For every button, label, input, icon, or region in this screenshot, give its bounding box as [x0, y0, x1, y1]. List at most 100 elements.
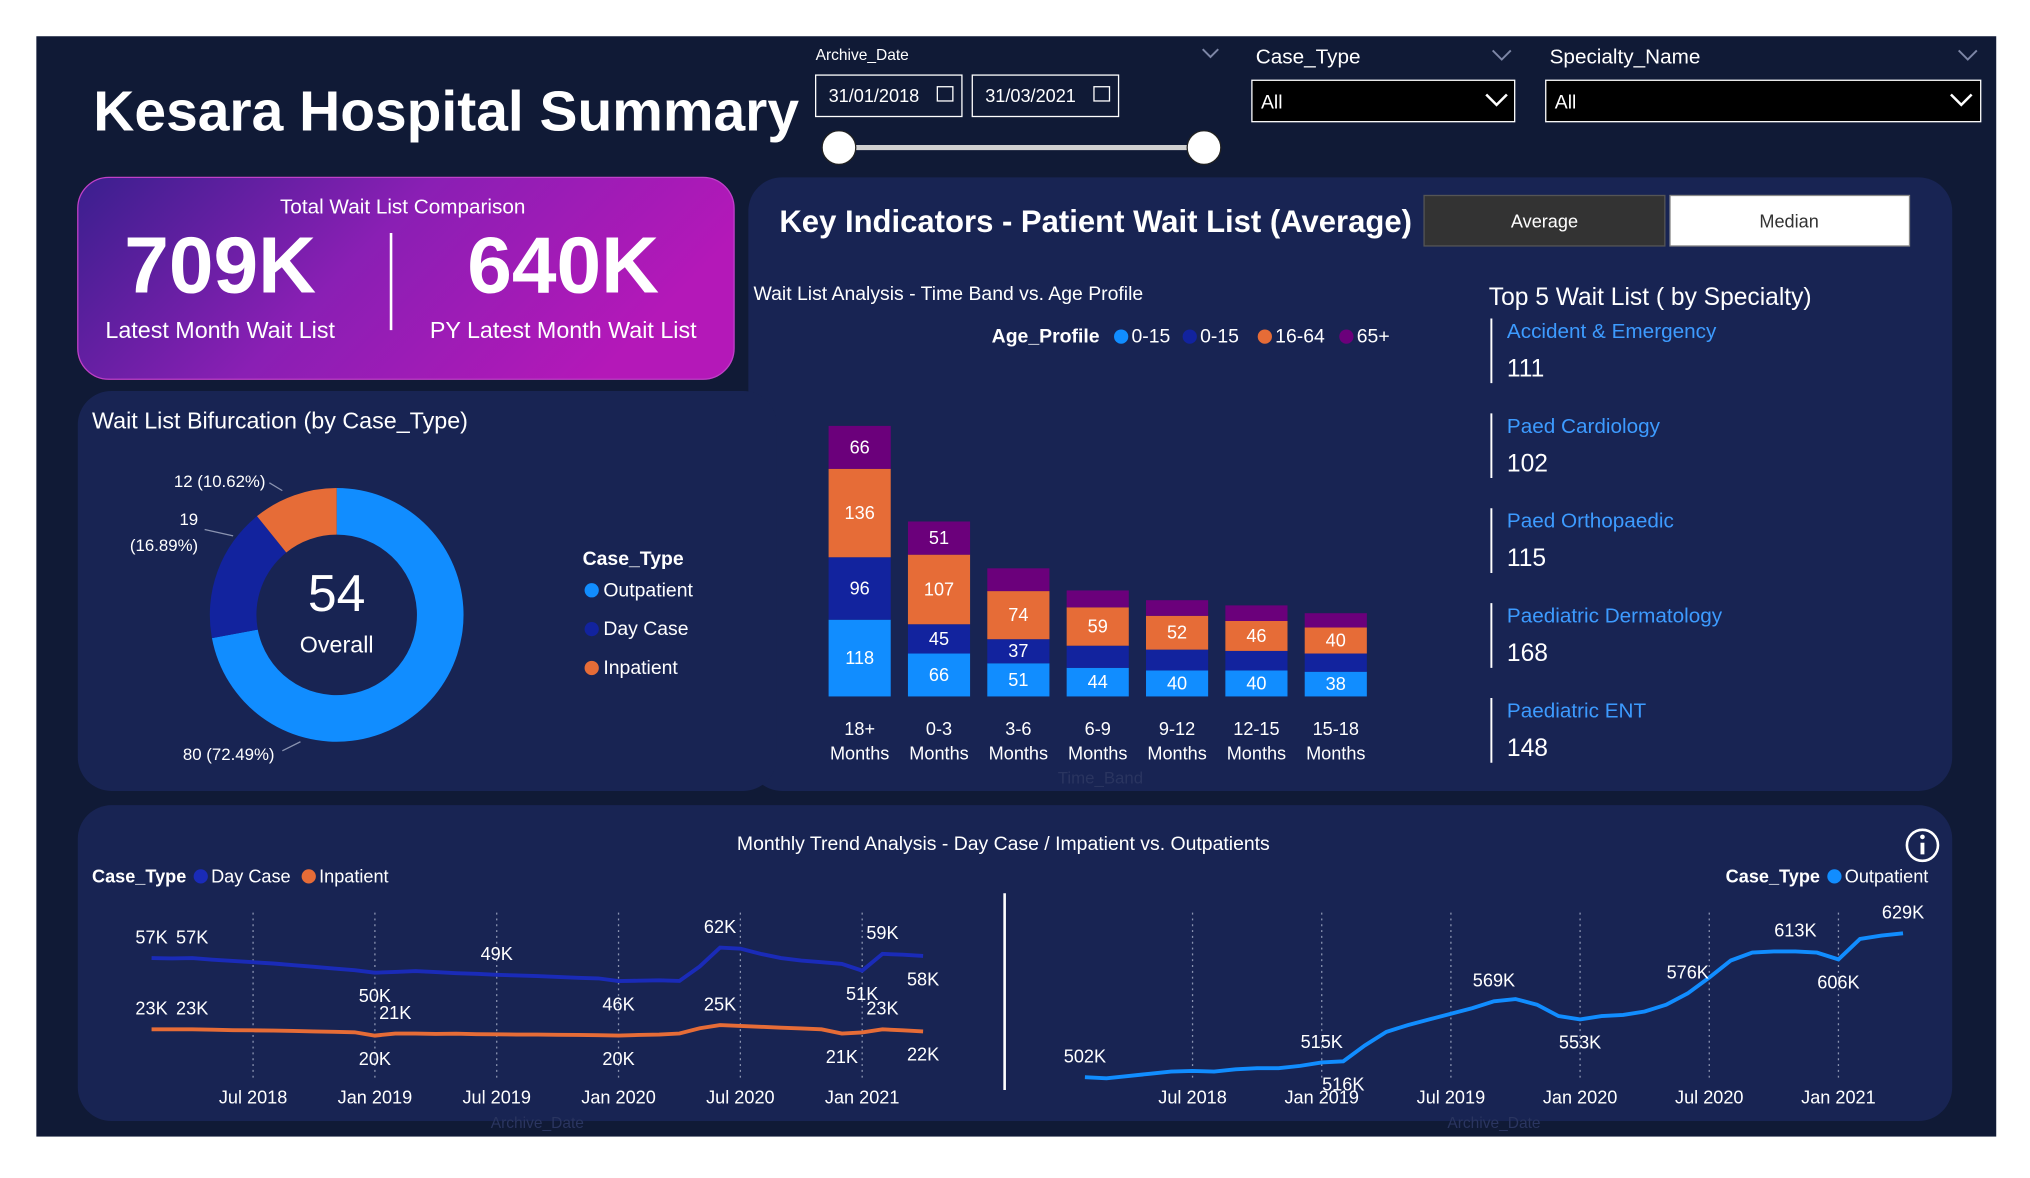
- bar-segment: [987, 568, 1050, 592]
- x-tick-label: Jan 2019: [338, 1088, 413, 1108]
- legend-label: 16-64: [1275, 326, 1325, 348]
- data-label: 23K: [135, 999, 167, 1019]
- x-tick-label: Jul 2020: [1675, 1088, 1743, 1108]
- kpi-label: Latest Month Wait List: [105, 317, 335, 343]
- chart-title: Wait List Analysis - Time Band vs. Age P…: [754, 283, 1144, 305]
- data-label: 58K: [907, 969, 939, 989]
- data-label: 20K: [602, 1049, 634, 1069]
- x-tick-label: Jan 2020: [581, 1088, 656, 1108]
- legend-label: 65+: [1357, 326, 1390, 348]
- chevron[interactable]: [1485, 93, 1508, 107]
- data-label: 59K: [866, 923, 898, 943]
- calendar-icon[interactable]: [936, 86, 954, 102]
- bar-segment: [987, 591, 1050, 640]
- dropdown-value[interactable]: All: [1261, 91, 1283, 113]
- x-tick-label: Jul 2019: [462, 1088, 530, 1108]
- legend-label: Outpatient: [603, 579, 693, 601]
- x-tick-label: 12-15 Months: [1227, 719, 1286, 764]
- trend-card: [77, 805, 1953, 1122]
- toggle-button[interactable]: [1669, 194, 1911, 247]
- x-tick-label: Jul 2020: [706, 1088, 774, 1108]
- data-label: 74: [1008, 605, 1028, 625]
- bar-segment: [1304, 613, 1367, 628]
- legend-marker: [584, 583, 599, 598]
- data-label: 569K: [1473, 971, 1515, 991]
- legend-title: Case_Type: [92, 866, 186, 886]
- legend-label: Inpatient: [603, 657, 678, 679]
- key-indicators-card: [748, 177, 1953, 791]
- bar-segment: [1304, 653, 1367, 672]
- data-label: 80 (72.49%): [183, 745, 275, 764]
- date-input[interactable]: [971, 74, 1120, 118]
- info-icon[interactable]: [1905, 828, 1940, 863]
- calendar-icon[interactable]: [1093, 86, 1111, 102]
- chevron[interactable]: [1958, 49, 1978, 61]
- toggle-label[interactable]: Median: [1759, 211, 1818, 231]
- dropdown-value[interactable]: All: [1555, 91, 1577, 113]
- filter-label: Specialty_Name: [1550, 45, 1701, 68]
- leader-line: [269, 482, 283, 492]
- legend-marker: [1114, 329, 1129, 344]
- bar-segment: [1066, 590, 1129, 608]
- x-tick-label: Jul 2018: [1158, 1088, 1226, 1108]
- donut-slice: [209, 516, 287, 639]
- kpi-value: 709K: [124, 220, 316, 310]
- specialty-value: 148: [1507, 735, 1548, 762]
- section-title: Key Indicators - Patient Wait List (Aver…: [779, 204, 1412, 239]
- specialty-value: 111: [1507, 355, 1544, 382]
- toggle-label[interactable]: Average: [1511, 211, 1578, 231]
- legend-label: 0-15: [1200, 326, 1239, 348]
- bar-segment: [1146, 600, 1209, 616]
- data-label: 57K: [176, 927, 208, 947]
- bar-segment: [1225, 650, 1288, 671]
- legend-marker: [584, 622, 599, 637]
- specialty-name: Accident & Emergency: [1507, 320, 1717, 343]
- data-label: 46K: [602, 994, 634, 1014]
- info-icon-bar[interactable]: [1920, 842, 1925, 855]
- x-tick-label: Jan 2019: [1284, 1088, 1359, 1108]
- x-tick-label: Jan 2021: [825, 1088, 900, 1108]
- legend-label: Outpatient: [1845, 866, 1929, 886]
- data-label: 66: [929, 665, 949, 685]
- date-start[interactable]: 31/01/2018: [829, 86, 920, 106]
- data-label: 107: [924, 579, 954, 599]
- data-label: 37: [1008, 641, 1028, 661]
- x-tick-label: 9-12 Months: [1147, 719, 1206, 764]
- data-label: 38: [1326, 674, 1346, 694]
- x-axis-title: Archive_Date: [1447, 1115, 1540, 1132]
- legend-marker: [1827, 869, 1842, 884]
- x-tick-label: 18+ Months: [830, 719, 889, 764]
- bar-segment: [907, 521, 971, 555]
- data-label: 45: [929, 629, 949, 649]
- line-series: [151, 1023, 924, 1038]
- data-label: 515K: [1301, 1032, 1343, 1052]
- dropdown[interactable]: [1545, 79, 1982, 123]
- donut-slice: [256, 488, 337, 553]
- info-icon-dot[interactable]: [1920, 834, 1925, 840]
- chevron[interactable]: [1202, 48, 1219, 59]
- data-label: 50K: [359, 986, 391, 1006]
- kpi-title: Total Wait List Comparison: [280, 196, 525, 219]
- dropdown[interactable]: [1251, 79, 1516, 123]
- specialty-value: 168: [1507, 640, 1548, 667]
- toggle-button[interactable]: [1423, 194, 1666, 247]
- slider-handle[interactable]: [1186, 130, 1222, 166]
- specialty-name: Paediatric Dermatology: [1507, 605, 1723, 628]
- chevron[interactable]: [1491, 49, 1512, 61]
- chevron[interactable]: [1950, 93, 1973, 107]
- kpi-card: [77, 176, 735, 380]
- date-end[interactable]: 31/03/2021: [985, 86, 1076, 106]
- legend-marker: [193, 869, 208, 884]
- data-label: 12 (10.62%): [174, 472, 266, 491]
- bar-segment: [1066, 645, 1129, 668]
- bar-segment: [1304, 671, 1367, 697]
- line-series: [1084, 931, 1904, 1081]
- data-label: 96: [850, 578, 870, 598]
- data-label: 51: [929, 528, 949, 548]
- slider-handle[interactable]: [821, 130, 857, 166]
- kpi-value: 640K: [467, 220, 659, 310]
- date-input[interactable]: [814, 74, 963, 118]
- x-tick-label: 3-6 Months: [989, 719, 1048, 764]
- legend-marker: [1339, 329, 1354, 344]
